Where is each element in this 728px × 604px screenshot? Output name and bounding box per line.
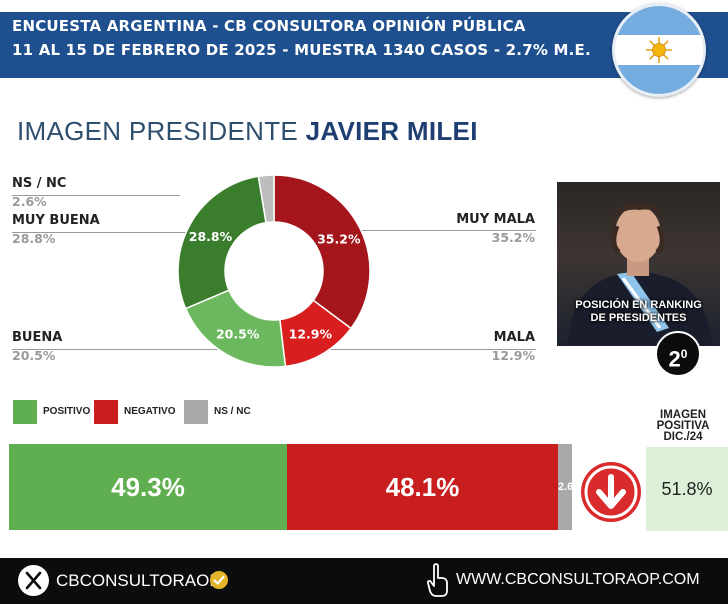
label-muy-buena-category: MUY BUENA: [12, 213, 100, 228]
header-band: [0, 12, 728, 78]
x-logo-icon[interactable]: [18, 565, 49, 596]
previous-positive-label: IMAGEN POSITIVA DIC./24: [650, 409, 716, 443]
label-ns-nc-category: NS / NC: [12, 176, 67, 191]
previous-positive-value: 51.8%: [646, 447, 728, 531]
previous-label-line3: DIC./24: [663, 431, 703, 443]
label-buena-category: BUENA: [12, 330, 63, 345]
ranking-caption-line1: POSICIÓN EN RANKING: [575, 299, 702, 311]
ranking-caption: POSICIÓN EN RANKING DE PRESIDENTES: [557, 299, 720, 325]
label-mala: MALA 12.9%: [492, 330, 535, 363]
donut-data-label: 35.2%: [317, 231, 361, 246]
leader-line: [12, 195, 180, 196]
title-name: JAVIER MILEI: [305, 116, 478, 146]
previous-label-line1: IMAGEN: [660, 409, 706, 421]
verified-badge-icon: [210, 571, 228, 589]
bar-segment-ns-nc: 2.6%: [558, 444, 583, 530]
label-buena-percent: 20.5%: [12, 348, 56, 363]
president-photo: POSICIÓN EN RANKING DE PRESIDENTES: [557, 182, 720, 346]
sun-of-may-icon: [646, 37, 672, 63]
ranking-position-badge: 20: [655, 331, 701, 377]
donut-slice-muy-mala: [273, 174, 371, 330]
chart-title: IMAGEN PRESIDENTE JAVIER MILEI: [17, 116, 478, 147]
previous-label-line2: POSITIVA: [656, 420, 710, 432]
label-muy-mala-category: MUY MALA: [456, 212, 535, 227]
pointer-hand-icon: [427, 563, 448, 597]
donut-slice-ns-nc: [257, 174, 275, 224]
label-mala-percent: 12.9%: [491, 348, 535, 363]
ranking-position: 2: [668, 346, 681, 372]
label-ns-nc: NS / NC 2.6%: [12, 176, 66, 209]
leader-line: [360, 230, 536, 231]
donut-slice-buena: [184, 289, 287, 368]
label-mala-category: MALA: [493, 330, 535, 345]
ranking-caption-line2: DE PRESIDENTES: [590, 312, 687, 324]
leader-line: [12, 349, 218, 350]
donut-chart: 35.2% 12.9% 20.5% 28.8%: [177, 174, 371, 368]
legend-label: NEGATIVO: [124, 406, 176, 417]
label-buena: BUENA 20.5%: [12, 330, 62, 363]
legend-swatch: [13, 400, 37, 424]
label-muy-buena: MUY BUENA 28.8%: [12, 213, 100, 246]
donut-data-label: 28.8%: [189, 229, 233, 244]
person-silhouette-icon: [567, 202, 712, 346]
website-link[interactable]: WWW.CBCONSULTORAOP.COM: [456, 571, 700, 588]
ranking-position-suffix: 0: [680, 347, 688, 361]
donut-data-label: 12.9%: [289, 327, 333, 342]
argentina-flag-icon: [612, 3, 706, 97]
legend-label: POSITIVO: [43, 406, 91, 417]
survey-details: 11 AL 15 DE FEBRERO DE 2025 - MUESTRA 13…: [12, 41, 591, 59]
legend-label: NS / NC: [214, 406, 251, 417]
leader-line: [318, 349, 536, 350]
legend-swatch: [94, 400, 118, 424]
bar-segment-positivo: 49.3%: [9, 444, 287, 530]
label-muy-mala-percent: 35.2%: [491, 230, 535, 245]
arrow-down-icon: [581, 462, 641, 522]
title-prefix: IMAGEN PRESIDENTE: [17, 116, 299, 146]
leader-line: [12, 232, 192, 233]
label-muy-buena-percent: 28.8%: [12, 231, 56, 246]
donut-slice-muy-buena: [177, 175, 267, 310]
bar-segment-negativo: 48.1%: [287, 444, 558, 530]
label-muy-mala: MUY MALA 35.2%: [456, 212, 535, 245]
legend-swatch: [184, 400, 208, 424]
label-ns-nc-percent: 2.6%: [12, 194, 47, 209]
survey-title: ENCUESTA ARGENTINA - CB CONSULTORA OPINI…: [12, 17, 526, 35]
header: ENCUESTA ARGENTINA - CB CONSULTORA OPINI…: [0, 0, 728, 97]
donut-data-label: 20.5%: [216, 327, 260, 342]
footer: CBCONSULTORAOK WWW.CBCONSULTORAOP.COM: [0, 558, 728, 604]
social-handle[interactable]: CBCONSULTORAOK: [56, 571, 221, 590]
